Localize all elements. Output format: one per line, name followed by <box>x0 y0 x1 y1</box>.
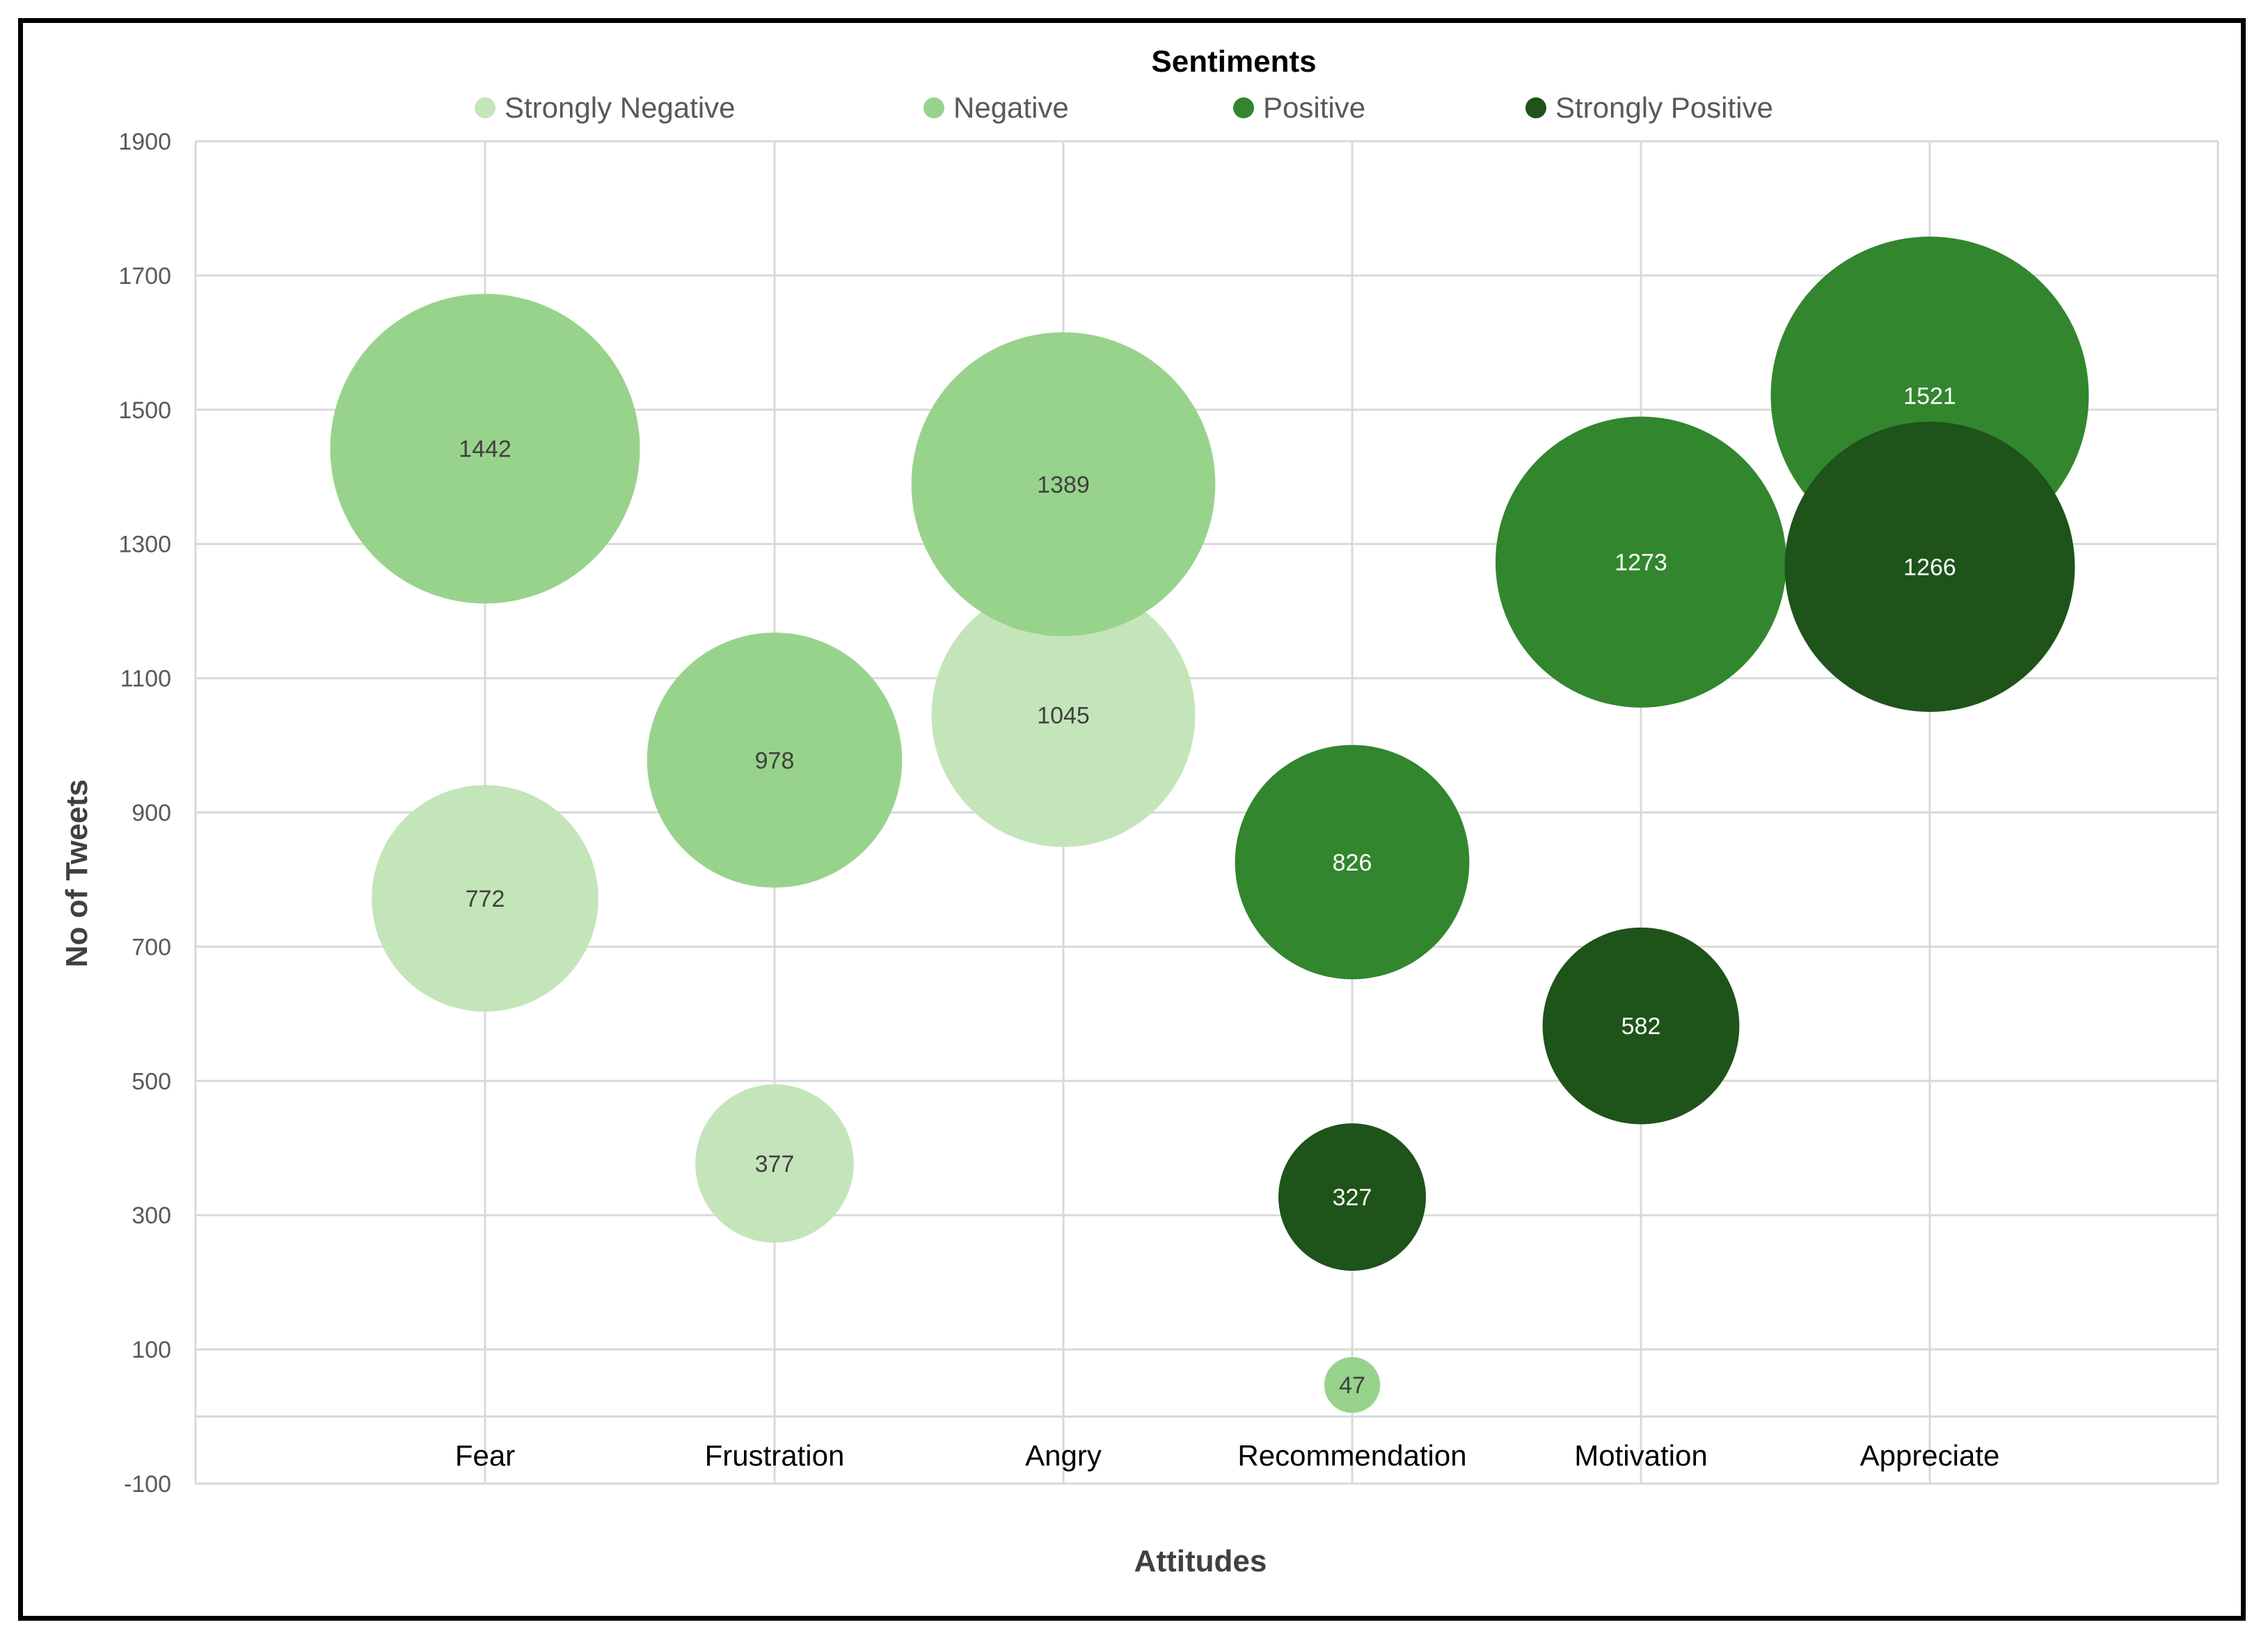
x-category-label-frustration: Frustration <box>705 1439 845 1472</box>
bubble-strongly-negative-frustration <box>695 1084 854 1243</box>
bubble-data-label: 327 <box>1333 1184 1372 1211</box>
legend-label-strongly-positive: Strongly Positive <box>1555 91 1773 124</box>
x-category-label-appreciate: Appreciate <box>1860 1439 2000 1472</box>
bubble-strongly-positive-motivation <box>1542 927 1740 1125</box>
bubble-positive-recommendation <box>1235 745 1470 980</box>
legend-marker-negative <box>923 97 944 118</box>
legend: Strongly Negative Negative Positive Strongl… <box>475 91 1773 124</box>
y-tick-label: 1300 <box>118 532 171 558</box>
y-tick-label: 300 <box>132 1203 171 1229</box>
bubble-data-label: 377 <box>755 1151 795 1177</box>
bubble-layer <box>330 237 2089 1413</box>
bubble-positive-motivation <box>1495 416 1787 708</box>
label-layer: -100 100 300 500 700 900 1100 1300 1500 1700 1900 F… <box>118 129 1999 1498</box>
bubble-negative-recommendation <box>1324 1357 1381 1413</box>
legend-marker-strongly-negative <box>475 97 495 118</box>
y-tick-label: -100 <box>124 1471 171 1498</box>
y-tick-label: 100 <box>132 1337 171 1363</box>
bubble-negative-angry <box>911 332 1216 637</box>
legend-label-negative: Negative <box>953 91 1069 124</box>
x-category-label-recommendation: Recommendation <box>1237 1439 1466 1472</box>
bubble-strongly-negative-fear <box>372 785 598 1012</box>
y-tick-label: 1700 <box>118 263 171 289</box>
bubble-data-label: 582 <box>1621 1013 1661 1040</box>
y-tick-label: 1100 <box>120 666 171 692</box>
x-category-label-fear: Fear <box>455 1439 515 1472</box>
bubble-negative-frustration <box>647 633 903 888</box>
y-axis-title: No of Tweets <box>60 779 94 968</box>
legend-label-positive: Positive <box>1263 91 1365 124</box>
y-tick-label: 1500 <box>118 397 171 424</box>
legend-marker-positive <box>1233 97 1254 118</box>
x-category-label-angry: Angry <box>1025 1439 1102 1472</box>
y-tick-label: 900 <box>132 800 171 827</box>
y-tick-label: 1900 <box>118 129 171 155</box>
bubble-data-label: 1442 <box>459 436 512 463</box>
y-tick-label: 500 <box>132 1068 171 1095</box>
bubble-strongly-positive-recommendation <box>1278 1123 1426 1271</box>
x-category-label-motivation: Motivation <box>1574 1439 1707 1472</box>
bubble-strongly-positive-appreciate <box>1784 421 2075 712</box>
x-axis-title: Attitudes <box>1134 1544 1267 1578</box>
bubble-data-label: 1389 <box>1037 472 1090 498</box>
legend-label-strongly-negative: Strongly Negative <box>505 91 736 124</box>
y-tick-label: 700 <box>132 934 171 960</box>
bubble-data-label: 47 <box>1339 1372 1365 1399</box>
bubble-strongly-negative-angry <box>931 583 1196 848</box>
bubble-data-label: 1045 <box>1037 703 1090 729</box>
bubble-data-label: 1273 <box>1615 550 1667 576</box>
bubble-data-label: 826 <box>1333 850 1372 876</box>
legend-marker-strongly-positive <box>1525 97 1546 118</box>
bubble-data-label: 1521 <box>1903 383 1956 410</box>
legend-title: Sentiments <box>1151 45 1316 79</box>
bubble-data-label: 772 <box>466 886 505 912</box>
bubble-data-label: 978 <box>755 747 795 774</box>
bubble-data-label: 1266 <box>1903 554 1956 580</box>
bubble-negative-fear <box>330 294 640 604</box>
